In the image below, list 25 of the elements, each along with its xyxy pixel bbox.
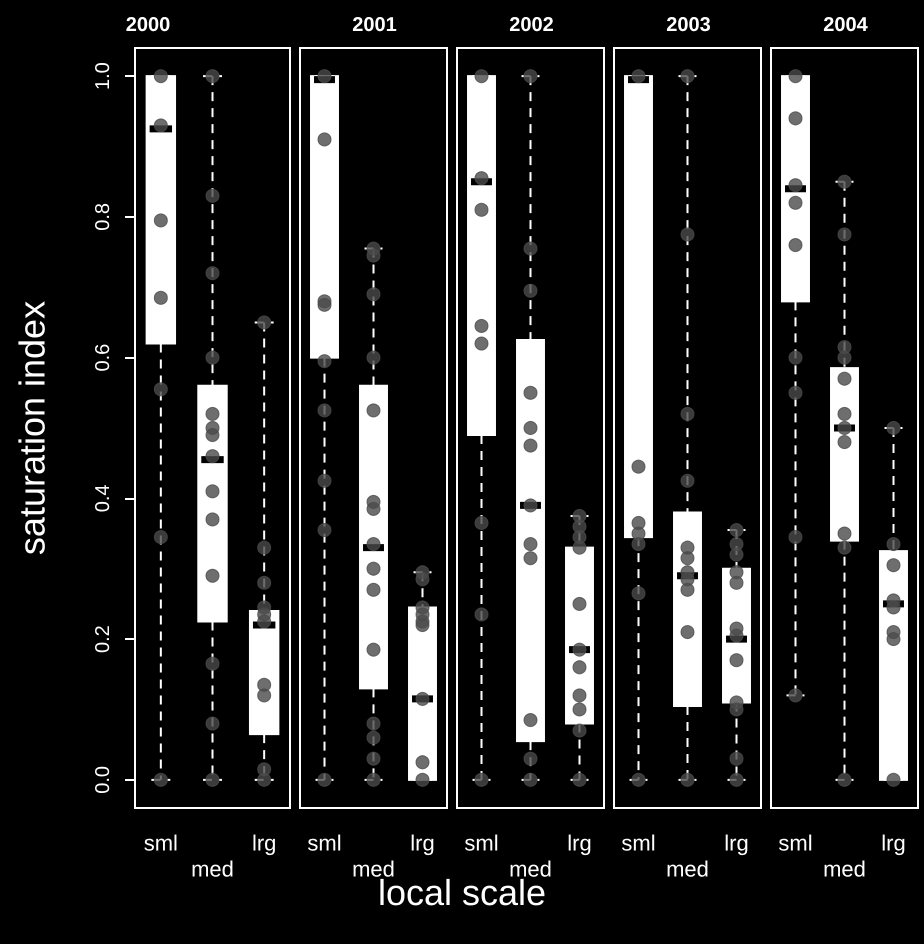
x-tick-label: lrg — [252, 830, 276, 856]
x-tick-label: lrg — [724, 830, 749, 856]
x-tick-label: lrg — [567, 830, 592, 856]
y-tick-label: 0.8 — [92, 202, 114, 231]
y-tick-label: 0.4 — [92, 484, 114, 512]
x-tick-label: med — [666, 856, 709, 882]
y-tick-label: 0.6 — [92, 344, 114, 372]
chart-title: 2001 — [352, 14, 397, 36]
x-tick-label: sml — [621, 830, 656, 856]
y-tick-label: 0.0 — [92, 766, 114, 794]
x-tick-label: med — [191, 856, 234, 882]
x-tick-label: lrg — [881, 830, 906, 856]
x-tick-label: sml — [778, 830, 813, 856]
x-tick-label: sml — [144, 830, 178, 856]
x-tick-label: sml — [464, 830, 499, 856]
y-tick-label: 0.2 — [92, 625, 114, 654]
x-tick-label: med — [823, 856, 866, 882]
chart-title: 2003 — [666, 14, 711, 36]
chart-title: 2000 — [126, 14, 170, 36]
chart-title: 2002 — [509, 14, 554, 36]
x-tick-label: lrg — [410, 830, 435, 856]
y-axis-title: saturation index — [12, 300, 52, 556]
y-tick-label: 1.0 — [92, 62, 114, 90]
x-tick-label: sml — [307, 830, 342, 856]
chart-title: 2004 — [823, 14, 869, 36]
